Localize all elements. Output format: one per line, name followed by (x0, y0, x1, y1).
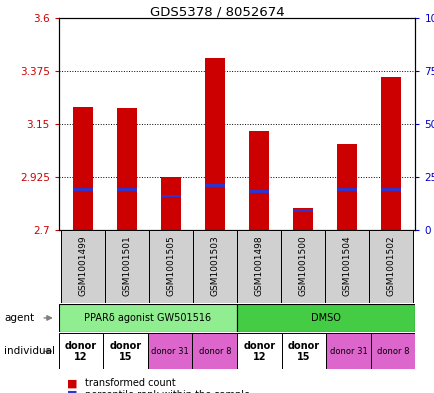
Bar (381, 77, 400, 230)
Bar (237, 304, 414, 332)
Bar (237, 333, 281, 369)
Bar (281, 333, 326, 369)
Text: GSM1001503: GSM1001503 (210, 236, 219, 296)
Text: GSM1001498: GSM1001498 (254, 236, 263, 296)
Text: donor
15: donor 15 (287, 341, 319, 362)
Text: GDS5378 / 8052674: GDS5378 / 8052674 (150, 6, 284, 19)
Bar (161, 195, 181, 197)
Bar (249, 190, 268, 193)
Bar (280, 230, 324, 303)
Bar (249, 131, 268, 230)
Text: donor 31: donor 31 (329, 347, 367, 356)
Bar (205, 184, 224, 187)
Bar (148, 333, 192, 369)
Bar (237, 230, 280, 303)
Text: donor 31: donor 31 (151, 347, 189, 356)
Bar (293, 209, 312, 212)
Bar (192, 333, 237, 369)
Bar (336, 188, 356, 191)
Bar (293, 208, 312, 230)
Text: donor
12: donor 12 (243, 341, 275, 362)
Bar (117, 108, 137, 230)
Bar (336, 144, 356, 230)
Bar (370, 333, 414, 369)
Text: individual: individual (4, 346, 55, 356)
Bar (193, 230, 237, 303)
Text: donor
15: donor 15 (109, 341, 141, 362)
Bar (61, 230, 105, 303)
Bar (73, 107, 92, 230)
Text: GSM1001504: GSM1001504 (342, 236, 351, 296)
Bar (161, 177, 181, 230)
Bar (381, 188, 400, 191)
Bar (105, 230, 149, 303)
Text: DMSO: DMSO (311, 313, 340, 323)
Bar (324, 230, 368, 303)
Text: GSM1001499: GSM1001499 (78, 236, 87, 296)
Text: PPARδ agonist GW501516: PPARδ agonist GW501516 (84, 313, 211, 323)
Bar (368, 230, 412, 303)
Bar (205, 58, 224, 230)
Bar (149, 230, 193, 303)
Bar (59, 304, 237, 332)
Text: agent: agent (4, 313, 34, 323)
Bar (117, 188, 137, 191)
Text: donor 8: donor 8 (198, 347, 230, 356)
Bar (59, 333, 103, 369)
Text: ■: ■ (67, 378, 78, 388)
Text: donor 8: donor 8 (376, 347, 408, 356)
Bar (73, 188, 92, 191)
Text: GSM1001505: GSM1001505 (166, 236, 175, 296)
Text: ■: ■ (67, 390, 78, 393)
Text: transformed count: transformed count (85, 378, 175, 388)
Text: percentile rank within the sample: percentile rank within the sample (85, 390, 249, 393)
Bar (103, 333, 148, 369)
Text: GSM1001501: GSM1001501 (122, 236, 131, 296)
Bar (326, 333, 370, 369)
Text: GSM1001500: GSM1001500 (298, 236, 307, 296)
Text: GSM1001502: GSM1001502 (386, 236, 395, 296)
Text: donor
12: donor 12 (65, 341, 97, 362)
